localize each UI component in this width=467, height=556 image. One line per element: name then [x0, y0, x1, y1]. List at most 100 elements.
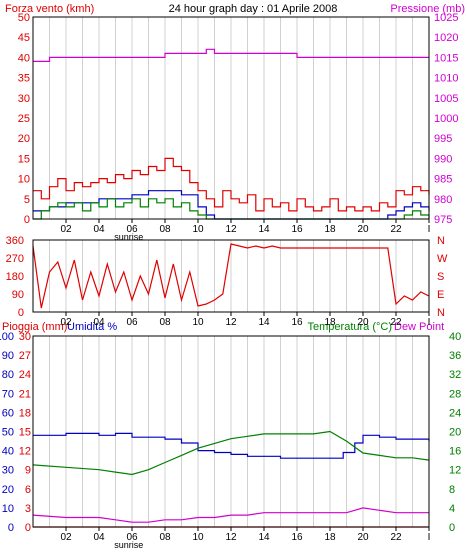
wind-axis-y-tick-label: 0 [24, 214, 30, 226]
temperature-axis-y-tick-label: 24 [449, 407, 461, 419]
climate-panel-x-tick-label: 08 [159, 532, 171, 543]
temperature-axis-y-tick-label: 40 [449, 331, 461, 343]
humidity-axis-y-tick-label: 10 [2, 503, 14, 515]
wind-panel-x-tick-label: 04 [93, 224, 105, 235]
pressure-axis-y-tick-label: 1025 [434, 12, 458, 24]
rain-axis-y-tick-label: 27 [19, 350, 31, 362]
temperature-axis-y-tick-label: 16 [449, 446, 461, 458]
direction-axis-y-tick-label: 90 [12, 289, 24, 301]
climate-panel-sunrise-label: sunrise [114, 540, 143, 550]
direction-panel-x-tick-label: 12 [225, 317, 237, 328]
direction-panel-x-tick-label: 20 [357, 317, 369, 328]
wind-panel-x-tick-label: 10 [192, 224, 204, 235]
pressure-axis-y-tick-label: 985 [434, 174, 452, 186]
humidity-axis-y-tick-label: 0 [8, 522, 14, 534]
rain-axis-y-tick-label: 30 [19, 331, 31, 343]
humidity-axis-y-tick-label: 40 [2, 446, 14, 458]
pressure-axis-y-tick-label: 1020 [434, 32, 458, 44]
rain-axis-y-tick-label: 18 [19, 407, 31, 419]
pressure-series-line [33, 48, 429, 62]
wind-axis-y-tick-label: 40 [18, 52, 30, 64]
direction-panel-x-tick-label: 06 [126, 317, 138, 328]
direction-panel-x-tick-label: I [428, 317, 431, 328]
wind-panel-x-tick-label: I [428, 224, 431, 235]
pressure-axis-y-tick-label: 1000 [434, 113, 458, 125]
temperature-axis-y-tick-label: 36 [449, 350, 461, 362]
wind-axis-y-tick-label: 20 [18, 133, 30, 145]
wind-axis-label: Forza vento (kmh) [5, 3, 94, 15]
wind-panel-x-tick-label: 08 [159, 224, 171, 235]
humidity-axis-y-tick-label: 30 [2, 465, 14, 477]
temperature-axis-y-tick-label: 4 [449, 503, 455, 515]
climate-panel-x-tick-label: 04 [93, 532, 105, 543]
direction-axis-y-tick-label: 0 [18, 307, 24, 319]
climate-panel-x-tick-label: 16 [291, 532, 303, 543]
temperature-axis-y-tick-label: 20 [449, 427, 461, 439]
compass-label: W [437, 253, 448, 265]
wind-axis-y-tick-label: 30 [18, 93, 30, 105]
rain-axis-label: Pioggia (mm) [2, 321, 67, 333]
temperature-axis-y-tick-label: 12 [449, 465, 461, 477]
humidity-axis-y-tick-label: 70 [2, 388, 14, 400]
compass-label: N [437, 235, 445, 247]
rain-axis-y-tick-label: 3 [25, 503, 31, 515]
climate-panel-x-tick-label: I [428, 532, 431, 543]
direction-panel-x-tick-label: 02 [60, 317, 72, 328]
humidity-axis-y-tick-label: 20 [2, 484, 14, 496]
direction-panel-x-tick-label: 22 [390, 317, 402, 328]
wind-panel-x-tick-label: 20 [357, 224, 369, 235]
temperature-axis-label: Temperatura (°C) [308, 321, 392, 333]
pressure-axis-y-tick-label: 975 [434, 214, 452, 226]
wind-axis-y-tick-label: 15 [18, 153, 30, 165]
temperature-axis-y-tick-label: 0 [449, 522, 455, 534]
direction-panel-x-tick-label: 04 [93, 317, 105, 328]
climate-panel-x-tick-label: 06 [126, 532, 138, 543]
temperature-axis-y-tick-label: 28 [449, 388, 461, 400]
pressure-axis-y-tick-label: 980 [434, 194, 452, 206]
rain-axis-y-tick-label: 9 [25, 465, 31, 477]
wind-panel-x-tick-label: 12 [225, 224, 237, 235]
rain-axis-y-tick-label: 24 [19, 369, 31, 381]
direction-panel-x-tick-label: 16 [291, 317, 303, 328]
rain-axis-y-tick-label: 21 [19, 388, 31, 400]
humidity-axis-label: Umidita % [67, 321, 117, 333]
wind-panel-x-tick-label: 22 [390, 224, 402, 235]
wind-panel-x-tick-label: 16 [291, 224, 303, 235]
direction-panel-x-tick-label: 14 [258, 317, 270, 328]
rain-axis-y-tick-label: 12 [19, 446, 31, 458]
direction-panel-x-tick-label: 08 [159, 317, 171, 328]
wind-panel-x-tick-label: 18 [324, 224, 336, 235]
wind-axis-y-tick-label: 50 [18, 12, 30, 24]
compass-label: S [437, 271, 444, 283]
humidity-axis-y-tick-label: 90 [2, 350, 14, 362]
humidity-axis-y-tick-label: 100 [0, 331, 14, 343]
climate-panel-x-tick-label: 14 [258, 532, 270, 543]
pressure-axis-y-tick-label: 1010 [434, 73, 458, 85]
wind-panel-x-tick-label: 14 [258, 224, 270, 235]
wind-panel-x-tick-label: 06 [126, 224, 138, 235]
rain-axis-y-tick-label: 15 [19, 427, 31, 439]
pressure-axis-label: Pressione (mb) [390, 3, 465, 15]
humidity-axis-y-tick-label: 80 [2, 369, 14, 381]
temperature-axis-y-tick-label: 32 [449, 369, 461, 381]
wind-axis-y-tick-label: 10 [18, 174, 30, 186]
pressure-axis-y-tick-label: 1005 [434, 93, 458, 105]
direction-axis-y-tick-label: 180 [6, 271, 24, 283]
wind-axis-y-tick-label: 5 [24, 194, 30, 206]
pressure-axis-y-tick-label: 990 [434, 153, 452, 165]
compass-label: E [437, 289, 444, 301]
direction-axis-y-tick-label: 270 [6, 253, 24, 265]
chart-title: 24 hour graph day : 01 Aprile 2008 [169, 3, 338, 15]
wind-axis-y-tick-label: 45 [18, 32, 30, 44]
wind-panel-sunrise-label: sunrise [114, 232, 143, 242]
direction-axis-y-tick-label: 360 [6, 235, 24, 247]
climate-panel-x-tick-label: 02 [60, 532, 72, 543]
dewpoint-axis-label: Dew Point [394, 321, 444, 333]
humidity-axis-y-tick-label: 60 [2, 407, 14, 419]
wind-axis-y-tick-label: 35 [18, 73, 30, 85]
climate-panel-x-tick-label: 12 [225, 532, 237, 543]
direction-series-line [32, 243, 430, 309]
direction-panel-x-tick-label: 10 [192, 317, 204, 328]
